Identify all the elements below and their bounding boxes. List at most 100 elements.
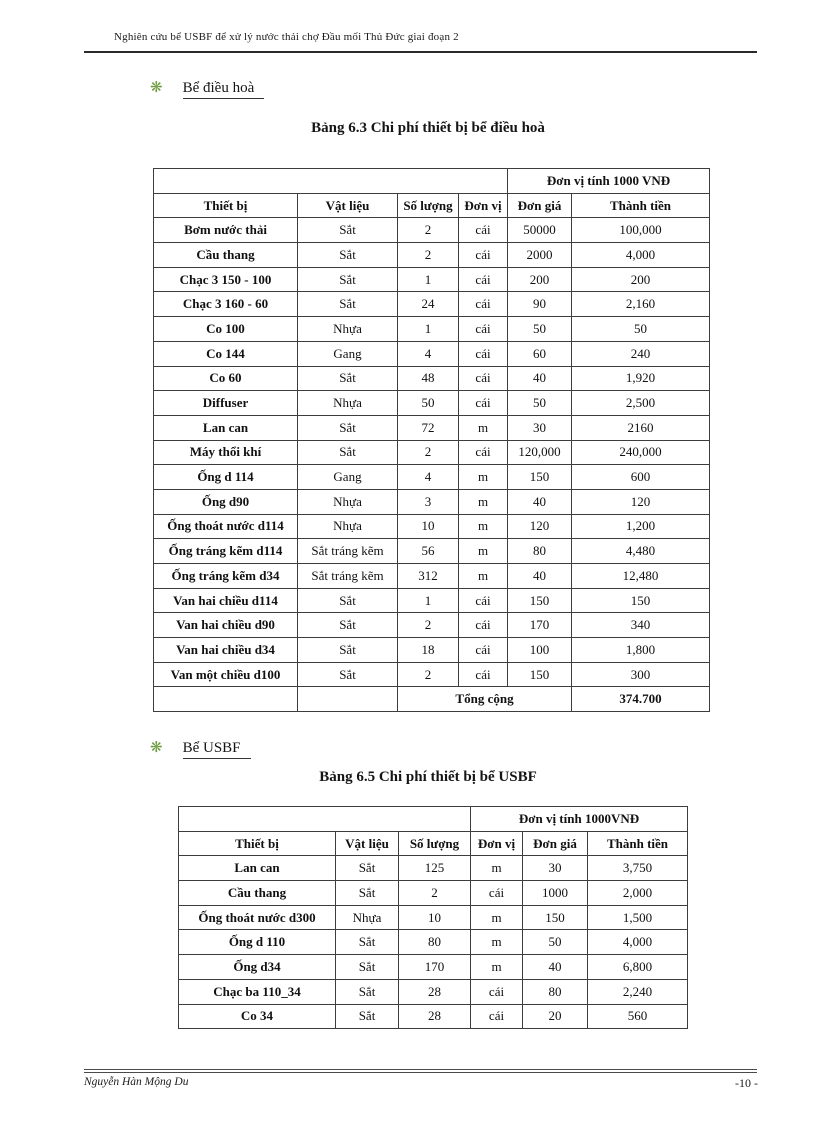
value-cell: 90: [507, 291, 572, 318]
device-cell: Ống d 114: [153, 464, 298, 490]
value-cell: 150: [570, 587, 711, 614]
value-cell: 20: [522, 1003, 588, 1030]
value-cell: Sắt: [335, 855, 399, 882]
value-cell: 200: [507, 266, 572, 293]
value-cell: m: [470, 904, 523, 931]
device-cell: Ống thoát nước d114: [153, 513, 298, 540]
value-cell: 2,160: [570, 291, 711, 318]
device-cell: Co 144: [153, 340, 298, 367]
value-cell: Sắt: [297, 587, 398, 614]
value-cell: 150: [507, 661, 572, 688]
value-cell: 60: [507, 340, 572, 367]
value-cell: 3: [397, 488, 459, 515]
value-cell: 80: [522, 978, 588, 1005]
device-cell: Ống d 110: [178, 929, 336, 956]
value-cell: Gang: [297, 340, 398, 367]
value-cell: 30: [522, 855, 588, 882]
device-cell: Ống tráng kẽm d114: [153, 538, 298, 564]
value-cell: 50: [507, 390, 572, 416]
device-cell: Co 100: [153, 316, 298, 342]
value-cell: 50: [570, 316, 711, 342]
column-header: Số lượng: [398, 830, 471, 857]
device-cell: Cầu thang: [153, 242, 298, 268]
value-cell: 56: [397, 538, 459, 564]
value-cell: 80: [398, 929, 471, 956]
value-cell: cái: [458, 587, 508, 614]
device-cell: Van một chiều d100: [153, 661, 298, 688]
unit-note: Đơn vị tính 1000 VNĐ: [506, 168, 711, 194]
value-cell: Sắt: [297, 612, 398, 639]
value-cell: 340: [570, 612, 711, 639]
device-cell: Diffuser: [153, 390, 298, 416]
value-cell: 4: [397, 340, 459, 367]
value-cell: 120: [507, 513, 572, 540]
value-cell: 1000: [522, 880, 588, 906]
value-cell: 150: [507, 464, 572, 490]
total-label: Tổng cộng: [397, 686, 572, 713]
value-cell: 1,200: [570, 513, 711, 540]
value-cell: 18: [397, 637, 459, 663]
column-header: Số lượng: [397, 192, 459, 219]
value-cell: cái: [458, 365, 508, 392]
value-cell: 170: [507, 612, 572, 639]
value-cell: 80: [507, 538, 572, 564]
value-cell: 125: [398, 855, 471, 882]
blank-cell: [153, 686, 298, 713]
value-cell: 560: [587, 1003, 688, 1030]
value-cell: cái: [458, 217, 508, 244]
value-cell: 150: [522, 904, 588, 931]
value-cell: Sắt: [297, 439, 398, 466]
value-cell: cái: [470, 1003, 523, 1030]
value-cell: 40: [507, 488, 572, 515]
value-cell: m: [470, 929, 523, 956]
value-cell: 28: [398, 1003, 471, 1030]
value-cell: m: [458, 513, 508, 540]
value-cell: 2: [397, 217, 459, 244]
unit-note: Đơn vị tính 1000VNĐ: [470, 806, 688, 832]
value-cell: 50: [397, 390, 459, 416]
value-cell: 2: [398, 880, 471, 906]
value-cell: Sắt: [297, 242, 398, 268]
value-cell: cái: [458, 390, 508, 416]
value-cell: m: [470, 855, 523, 882]
device-cell: Ống tráng kẽm d34: [153, 563, 298, 589]
device-cell: Co 60: [153, 365, 298, 392]
column-header: Đơn vị: [458, 192, 508, 219]
value-cell: 1: [397, 266, 459, 293]
device-cell: Máy thổi khí: [153, 439, 298, 466]
value-cell: 200: [570, 266, 711, 293]
value-cell: Nhựa: [297, 513, 398, 540]
blank-cell: [153, 168, 508, 194]
value-cell: 240,000: [570, 439, 711, 466]
value-cell: 10: [397, 513, 459, 540]
value-cell: Sắt: [297, 414, 398, 441]
blank-cell: [297, 686, 398, 713]
value-cell: cái: [458, 242, 508, 268]
device-cell: Ống thoát nước d300: [178, 904, 336, 931]
value-cell: 40: [507, 563, 572, 589]
value-cell: Sắt: [297, 266, 398, 293]
value-cell: 24: [397, 291, 459, 318]
value-cell: 312: [397, 563, 459, 589]
value-cell: 4,000: [570, 242, 711, 268]
value-cell: Gang: [297, 464, 398, 490]
table2-title: Bảng 6.5 Chi phí thiết bị bể USBF: [319, 769, 537, 785]
value-cell: m: [458, 464, 508, 490]
value-cell: 4,000: [587, 929, 688, 956]
value-cell: Sắt: [335, 978, 399, 1005]
value-cell: 40: [522, 954, 588, 980]
device-cell: Chạc 3 150 - 100: [153, 266, 298, 293]
value-cell: Nhựa: [297, 316, 398, 342]
column-header: Thiết bị: [178, 830, 336, 857]
value-cell: 120: [570, 488, 711, 515]
device-cell: Van hai chiều d90: [153, 612, 298, 639]
footer-author: Nguyễn Hàn Mộng Du: [84, 1076, 189, 1088]
value-cell: 2: [397, 612, 459, 639]
value-cell: 12,480: [570, 563, 711, 589]
value-cell: 2: [397, 242, 459, 268]
value-cell: 50: [522, 929, 588, 956]
value-cell: 28: [398, 978, 471, 1005]
value-cell: 50000: [507, 217, 572, 244]
value-cell: cái: [458, 291, 508, 318]
